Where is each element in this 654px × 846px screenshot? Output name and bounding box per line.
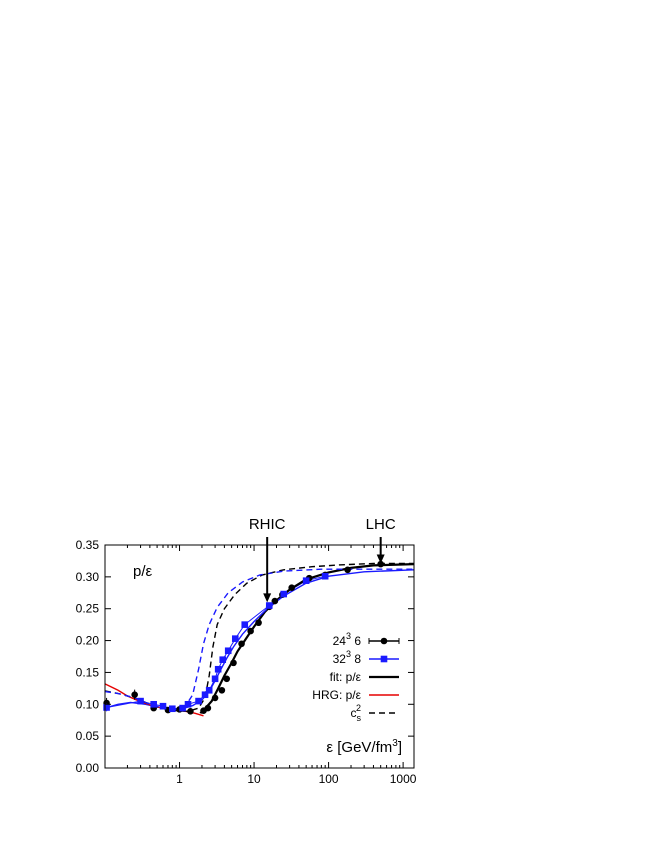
series-n6-point — [271, 597, 279, 605]
y-tick-label: 0.10 — [76, 697, 100, 711]
annotations: RHIC LHC — [249, 516, 396, 603]
x-axis-label: ε [GeV/fm3] — [326, 738, 402, 756]
series-n6-point — [223, 675, 231, 683]
legend-label-sup: 2 — [356, 703, 361, 713]
y-tick-label: 0.35 — [76, 538, 100, 552]
y-tick-label: 0.05 — [76, 729, 100, 743]
legend-label-sup: 3 — [346, 649, 351, 659]
series-n8-point — [205, 686, 213, 694]
legend-label-cs2: cs2 — [350, 703, 361, 723]
legend-label-hrg: HRG: p/ε — [312, 688, 361, 702]
annotation-arrow-head — [263, 593, 272, 603]
series-n8-point — [169, 705, 176, 713]
series-n6-point — [247, 627, 254, 635]
series-n6-point — [187, 707, 194, 715]
series-n8-point — [211, 675, 219, 683]
series-n8-point — [214, 665, 222, 673]
series-n8-point — [159, 702, 167, 710]
annotation-label: RHIC — [249, 516, 286, 533]
plot-frame — [104, 544, 415, 769]
y-tick-label: 0.20 — [76, 634, 100, 648]
legend-label-sub: s — [356, 713, 361, 723]
series-n8-point — [231, 635, 239, 642]
x-tick-label: 10 — [247, 772, 261, 786]
legend-label-tail: 8 — [351, 652, 361, 666]
y-tick-label: 0.25 — [76, 602, 100, 616]
series-n6-point — [288, 584, 296, 591]
series-n8-point — [224, 647, 232, 655]
legend-label-n8: 323 8 — [333, 649, 362, 666]
x-axis-label-base: ε [GeV/fm — [326, 739, 392, 756]
series-n6-point — [211, 694, 219, 702]
series-n8-point — [241, 621, 249, 628]
series-n6-point — [204, 704, 212, 712]
series-n8-point — [201, 691, 209, 699]
legend-label-base: 24 — [333, 634, 347, 648]
series-n6-point — [218, 686, 226, 694]
series-n8-line — [106, 575, 326, 710]
y-tick-label: 0.00 — [76, 761, 100, 775]
series-n8-point — [184, 700, 192, 708]
series-n8-point — [103, 704, 110, 711]
legend-marker-n6 — [380, 637, 388, 645]
legend-label-base: HRG: p/ε — [312, 688, 361, 702]
series-n8-point — [280, 590, 288, 598]
series-fit-line — [199, 563, 415, 714]
series-n6-point — [377, 560, 384, 568]
y-tick-label: 0.30 — [76, 570, 100, 584]
series-n8-point — [137, 697, 144, 705]
y-axis-label: p/ε — [133, 563, 153, 580]
legend-label-n6: 243 6 — [333, 631, 362, 648]
legend-label-fit: fit: p/ε — [330, 670, 362, 684]
x-tick-label: 100 — [319, 772, 339, 786]
series-n6-point — [131, 691, 138, 699]
tick-labels: 0.00 0.05 0.10 0.15 0.20 0.25 0.30 0.35 1 10 100 10… — [76, 538, 417, 786]
annotation-arrow-head — [376, 554, 385, 564]
x-axis-label-sup: 3 — [392, 738, 398, 749]
legend-label-sup: 3 — [346, 631, 351, 641]
series-n8-point — [179, 704, 186, 712]
x-tick-label: 1 — [176, 772, 183, 786]
plot-points — [103, 560, 384, 715]
x-tick-label: 1000 — [390, 772, 417, 786]
series-fit8-line — [104, 569, 415, 711]
series-n6-point — [230, 659, 237, 667]
legend-label-base: 32 — [333, 652, 347, 666]
series-n6-point — [344, 566, 351, 574]
series-n8-point — [302, 577, 310, 584]
series-n6-point — [255, 619, 262, 627]
series-n8-point — [150, 700, 157, 708]
series-n6-point — [238, 640, 245, 648]
x-axis-label-tail: ] — [398, 739, 402, 756]
legend-label-base: fit: p/ε — [330, 670, 362, 684]
series-n8-point — [219, 656, 227, 663]
y-tick-label: 0.15 — [76, 665, 100, 679]
axis-ticks — [105, 544, 414, 769]
plot-curves — [104, 562, 415, 717]
legend-marker-n8 — [380, 655, 388, 663]
legend-label-base: c — [350, 706, 356, 720]
series-n8-point — [321, 572, 329, 580]
series-n8-point — [265, 602, 273, 609]
series-cs2-line — [104, 562, 414, 713]
legend-label-tail: 6 — [351, 634, 361, 648]
series-cs2_8-line — [104, 568, 414, 711]
annotation-label: LHC — [366, 516, 396, 533]
series-n8-point — [195, 697, 202, 705]
